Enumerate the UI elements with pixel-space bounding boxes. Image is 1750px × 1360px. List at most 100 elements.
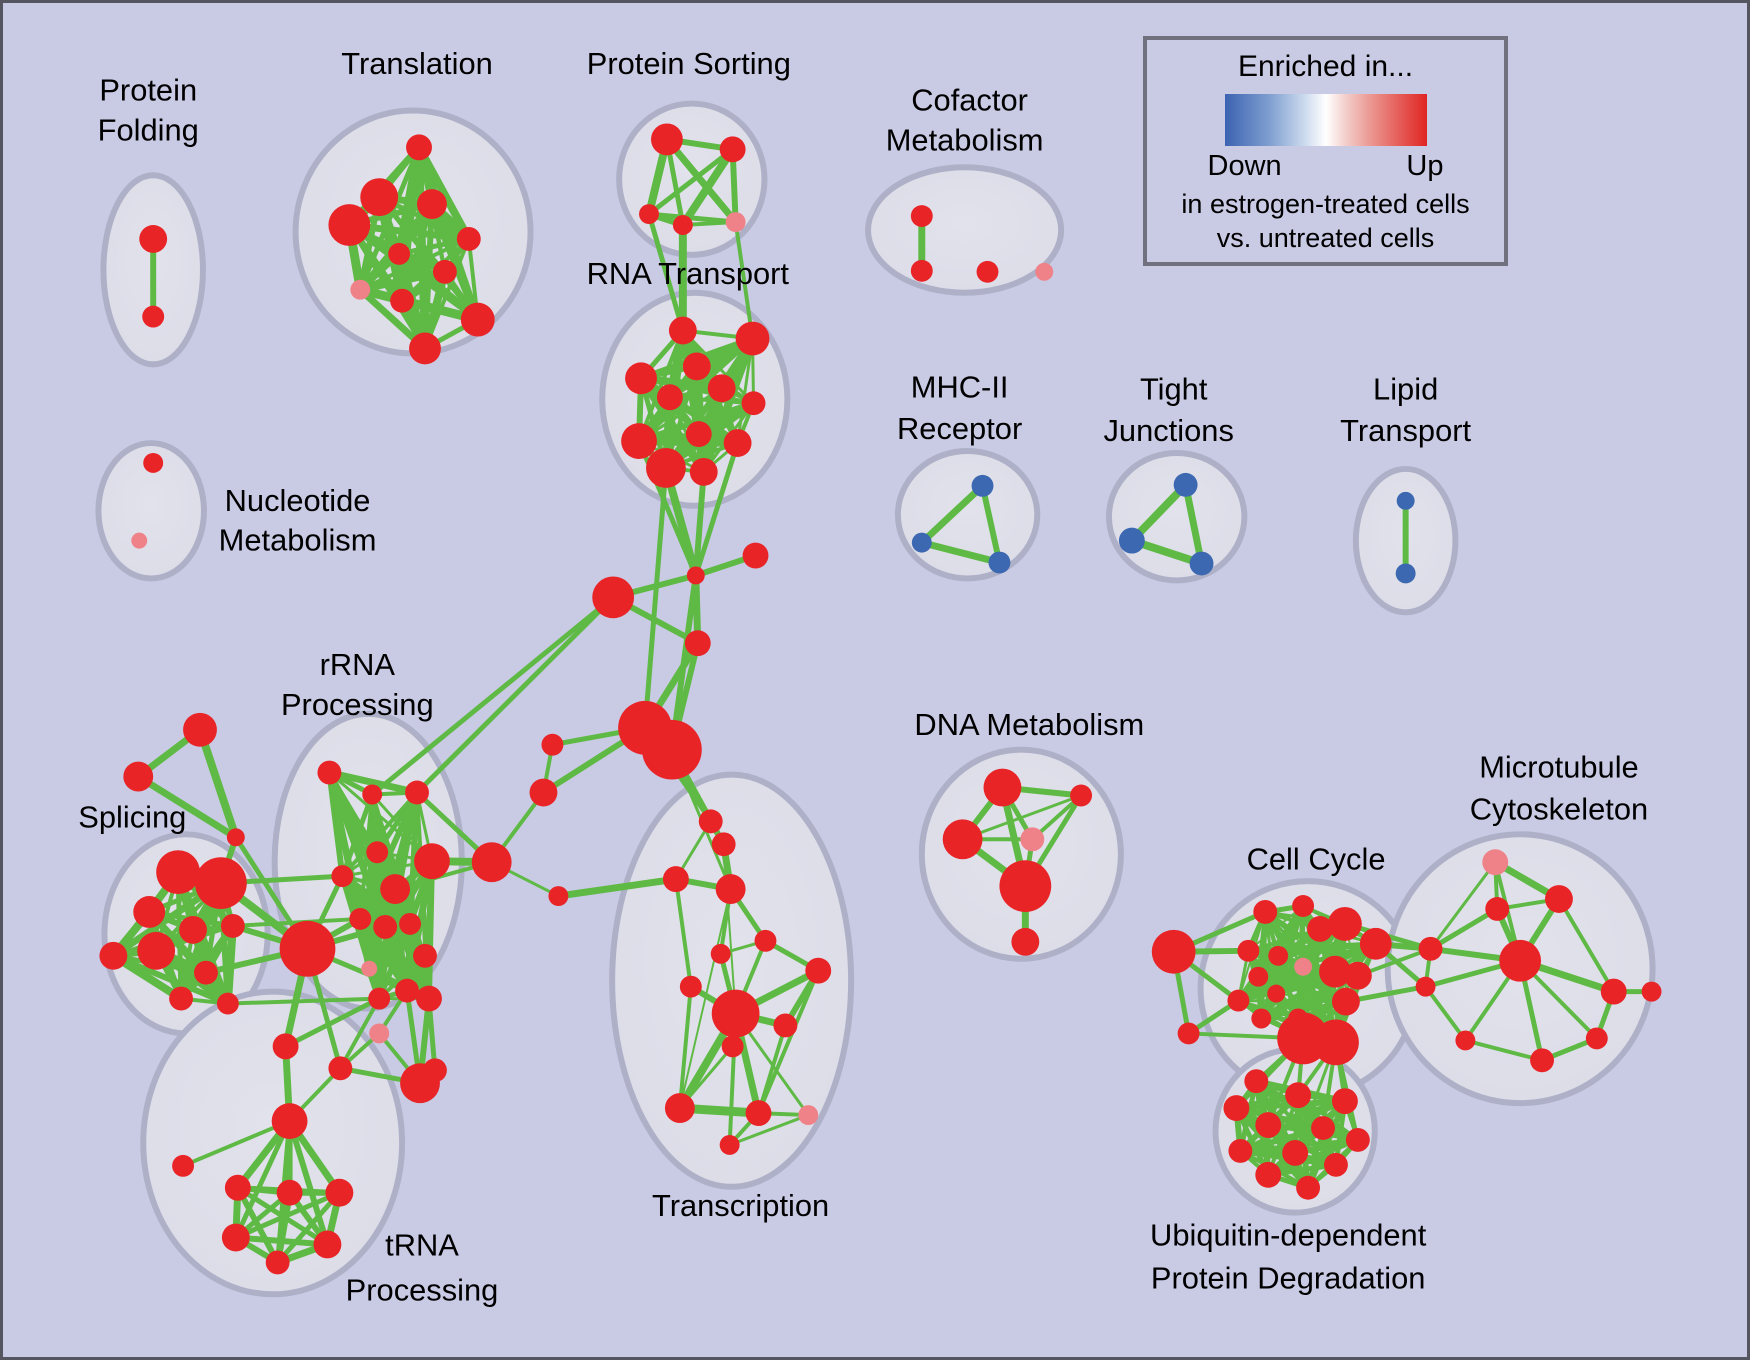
gene-set-node[interactable] [368,987,391,1010]
gene-set-node[interactable] [741,391,766,416]
gene-set-node[interactable] [265,1250,290,1275]
gene-set-node[interactable] [682,352,711,381]
gene-set-node[interactable] [216,992,239,1015]
gene-set-node[interactable] [723,429,752,457]
gene-set-node[interactable] [1418,936,1443,961]
gene-set-node[interactable] [224,1174,251,1201]
gene-set-node[interactable] [983,768,1022,807]
gene-set-node[interactable] [416,985,442,1012]
gene-set-node[interactable] [1282,1139,1309,1166]
gene-set-node[interactable] [1177,1022,1200,1045]
gene-set-node[interactable] [362,784,383,805]
gene-set-node[interactable] [988,551,1011,574]
gene-set-node[interactable] [1324,1152,1348,1177]
gene-set-node[interactable] [317,760,342,785]
gene-set-node[interactable] [1307,915,1333,942]
gene-set-node[interactable] [910,205,933,228]
gene-set-node[interactable] [1319,955,1351,988]
gene-set-node[interactable] [139,225,168,253]
gene-set-node[interactable] [369,1023,390,1044]
gene-set-node[interactable] [625,362,657,395]
gene-set-node[interactable] [999,860,1052,912]
gene-set-node[interactable] [1641,981,1662,1002]
gene-set-node[interactable] [172,1154,195,1177]
gene-set-node[interactable] [131,532,148,549]
gene-set-node[interactable] [689,457,718,486]
gene-set-node[interactable] [715,874,746,905]
gene-set-node[interactable] [1070,784,1093,807]
gene-set-node[interactable] [366,841,389,864]
gene-set-node[interactable] [133,896,166,928]
gene-set-node[interactable] [409,332,441,365]
gene-set-node[interactable] [1296,1175,1321,1200]
gene-set-node[interactable] [668,316,697,345]
gene-set-node[interactable] [672,215,693,235]
gene-set-node[interactable] [271,1103,308,1139]
gene-set-node[interactable] [156,850,200,895]
gene-set-node[interactable] [1173,472,1198,497]
gene-set-node[interactable] [1455,1030,1476,1051]
gene-set-node[interactable] [276,1179,303,1206]
gene-set-node[interactable] [328,1056,353,1081]
gene-set-node[interactable] [226,828,245,847]
gene-set-node[interactable] [711,832,736,857]
gene-set-node[interactable] [471,842,512,883]
gene-set-node[interactable] [1396,491,1415,510]
gene-set-node[interactable] [1251,1008,1272,1029]
gene-set-node[interactable] [719,1134,740,1155]
gene-set-node[interactable] [592,576,635,619]
gene-set-node[interactable] [1248,966,1269,987]
gene-set-node[interactable] [349,907,372,930]
gene-set-node[interactable] [414,843,450,880]
gene-set-node[interactable] [1415,976,1436,997]
gene-set-node[interactable] [432,259,457,284]
gene-set-node[interactable] [541,733,564,756]
gene-set-node[interactable] [395,978,420,1003]
gene-set-node[interactable] [664,1093,695,1124]
gene-set-node[interactable] [642,719,702,780]
gene-set-node[interactable] [1331,1088,1358,1115]
gene-set-node[interactable] [1311,1116,1335,1140]
gene-set-node[interactable] [1011,927,1040,956]
gene-set-node[interactable] [313,1230,342,1259]
gene-set-node[interactable] [195,857,247,909]
gene-set-node[interactable] [971,474,994,497]
gene-set-node[interactable] [221,1223,250,1252]
gene-set-node[interactable] [686,566,705,585]
gene-set-node[interactable] [1035,262,1054,281]
gene-set-node[interactable] [1253,900,1278,924]
gene-set-node[interactable] [1118,527,1145,554]
gene-set-node[interactable] [1189,551,1214,576]
gene-set-node[interactable] [169,986,194,1011]
gene-set-node[interactable] [735,321,770,356]
gene-set-node[interactable] [1228,1138,1253,1163]
gene-set-node[interactable] [721,1035,744,1058]
gene-set-node[interactable] [650,123,683,156]
gene-set-node[interactable] [745,1100,772,1127]
gene-set-node[interactable] [679,975,702,998]
gene-set-node[interactable] [405,780,429,805]
gene-set-node[interactable] [798,1105,819,1126]
gene-set-node[interactable] [639,204,659,225]
gene-set-node[interactable] [773,1013,798,1038]
gene-set-node[interactable] [646,448,686,488]
gene-set-node[interactable] [460,302,495,337]
gene-set-node[interactable] [183,712,217,747]
gene-set-node[interactable] [380,874,411,905]
gene-set-node[interactable] [1600,978,1627,1005]
gene-set-node[interactable] [1223,1095,1250,1122]
gene-set-node[interactable] [1294,957,1313,976]
gene-set-node[interactable] [99,941,128,970]
gene-set-node[interactable] [685,421,712,448]
gene-set-node[interactable] [179,915,207,944]
gene-set-node[interactable] [1267,984,1286,1003]
gene-set-node[interactable] [1244,1069,1269,1094]
gene-set-node[interactable] [742,542,769,569]
gene-set-node[interactable] [719,136,746,163]
gene-set-node[interactable] [662,866,689,893]
gene-set-node[interactable] [360,178,399,217]
gene-set-node[interactable] [656,384,683,411]
gene-set-node[interactable] [1227,989,1250,1012]
gene-set-node[interactable] [942,819,983,860]
gene-set-node[interactable] [707,374,736,403]
